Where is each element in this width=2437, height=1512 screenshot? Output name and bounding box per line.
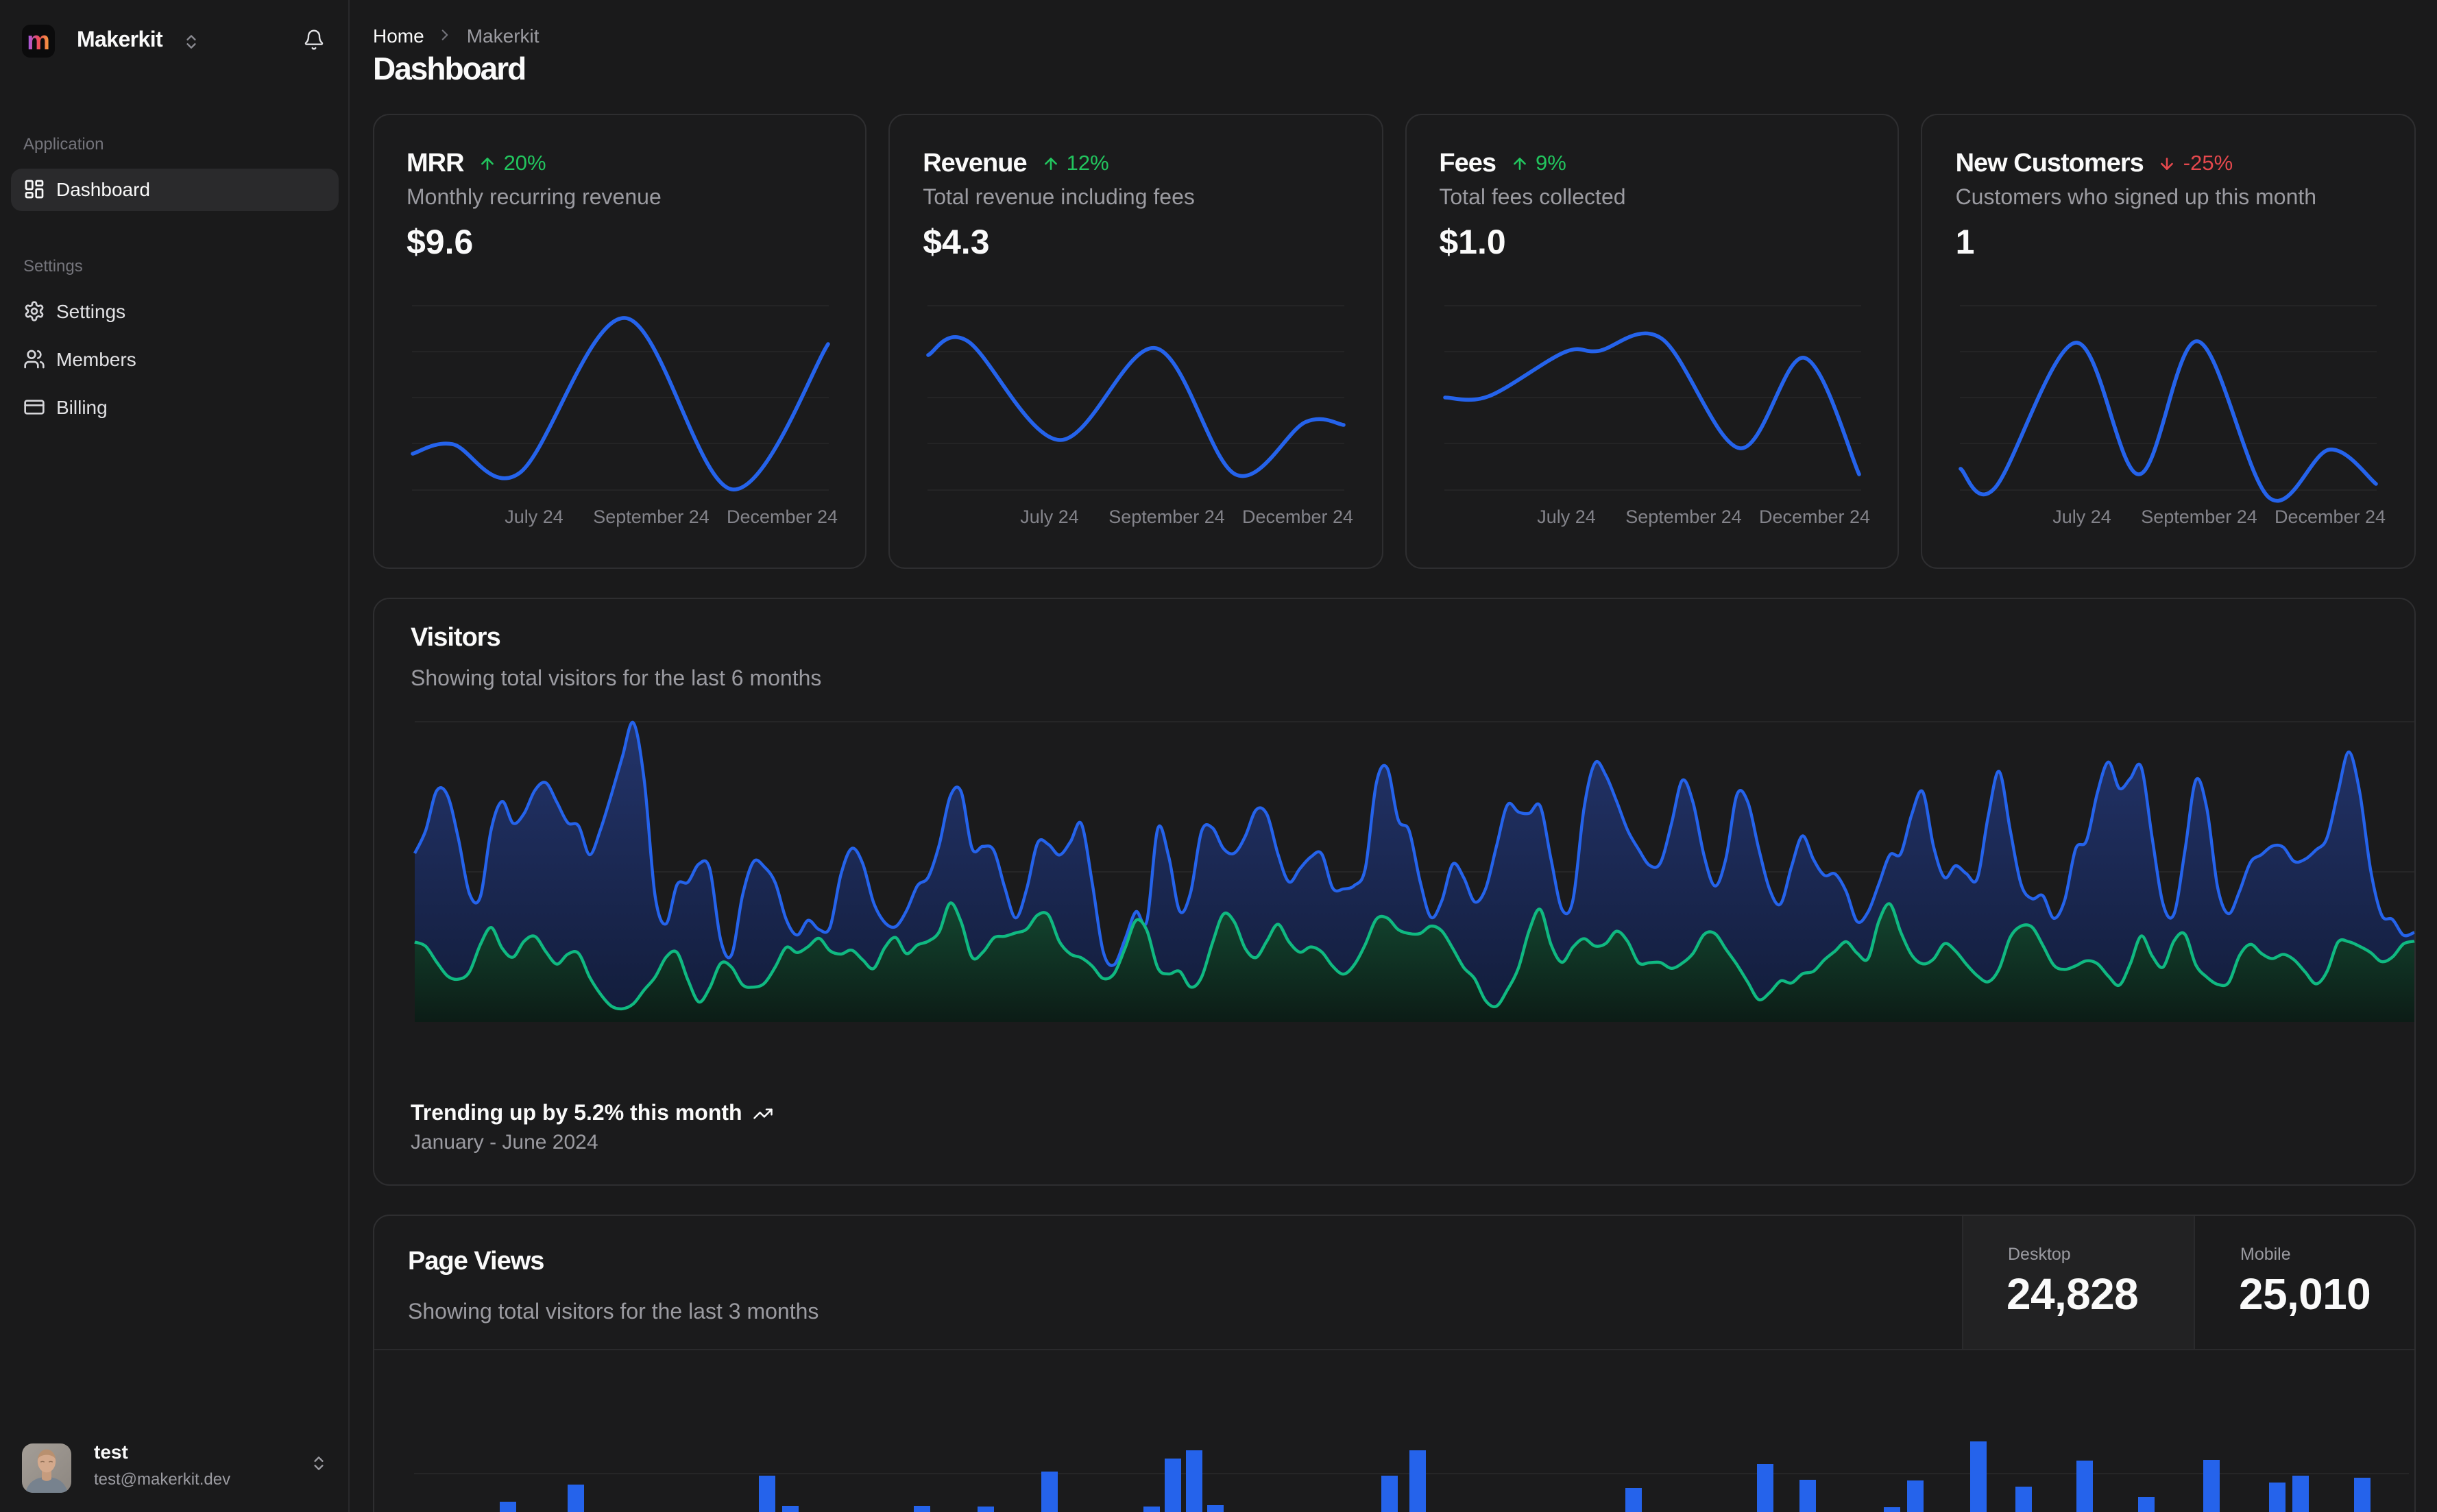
svg-text:July 24: July 24 <box>504 506 563 526</box>
svg-text:September 24: September 24 <box>2142 506 2258 526</box>
svg-text:September 24: September 24 <box>1625 506 1742 526</box>
svg-text:December 24: December 24 <box>1758 506 1869 526</box>
svg-text:September 24: September 24 <box>1108 506 1225 526</box>
svg-text:December 24: December 24 <box>726 506 837 526</box>
svg-text:July 24: July 24 <box>2053 506 2112 526</box>
svg-text:July 24: July 24 <box>1020 506 1079 526</box>
svg-text:December 24: December 24 <box>2275 506 2386 526</box>
svg-text:September 24: September 24 <box>592 506 709 526</box>
svg-text:m: m <box>27 27 50 56</box>
svg-text:July 24: July 24 <box>1537 506 1596 526</box>
svg-text:December 24: December 24 <box>1242 506 1353 526</box>
